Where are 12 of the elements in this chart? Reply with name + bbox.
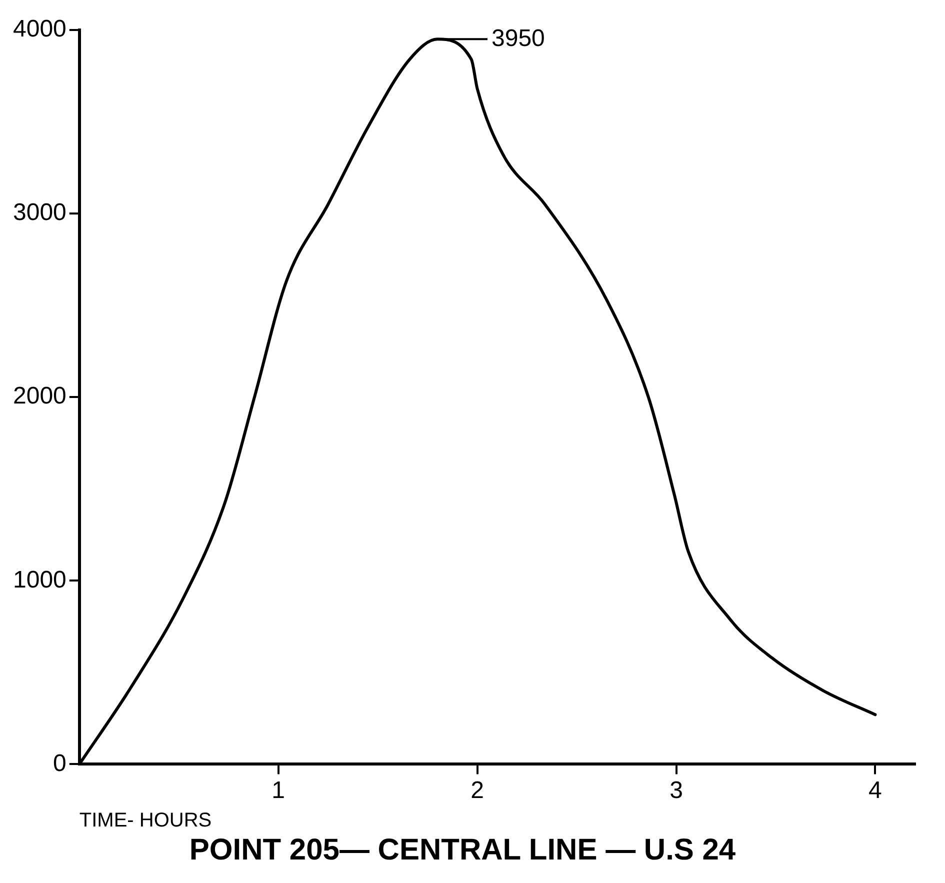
y-tick-label: 3000 xyxy=(13,199,66,226)
y-tick-label: 4000 xyxy=(13,16,66,43)
y-tick-label: 0 xyxy=(53,750,66,777)
x-tick-label: 2 xyxy=(470,777,484,804)
x-axis-title: TIME- HOURS xyxy=(79,810,212,832)
text: POINT 205— CENTRAL LINE — U.S 24 xyxy=(189,833,736,866)
y-tick-label: 1000 xyxy=(13,566,66,594)
x-tick-label: 1 xyxy=(272,777,286,804)
x-tick-label: 4 xyxy=(868,777,882,804)
annotation: 3950 xyxy=(492,24,545,52)
y-tick-label: 2000 xyxy=(13,382,66,410)
x-tick-label: 3 xyxy=(670,777,683,804)
